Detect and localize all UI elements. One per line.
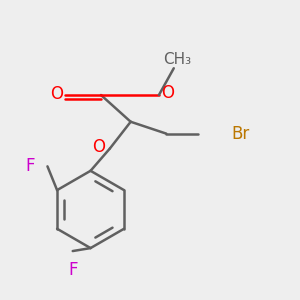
Text: F: F	[68, 261, 77, 279]
Text: O: O	[92, 138, 105, 156]
Text: O: O	[161, 84, 174, 102]
Text: O: O	[50, 85, 63, 103]
Text: CH₃: CH₃	[163, 52, 191, 68]
Text: F: F	[26, 157, 35, 175]
Text: Br: Br	[231, 125, 249, 143]
